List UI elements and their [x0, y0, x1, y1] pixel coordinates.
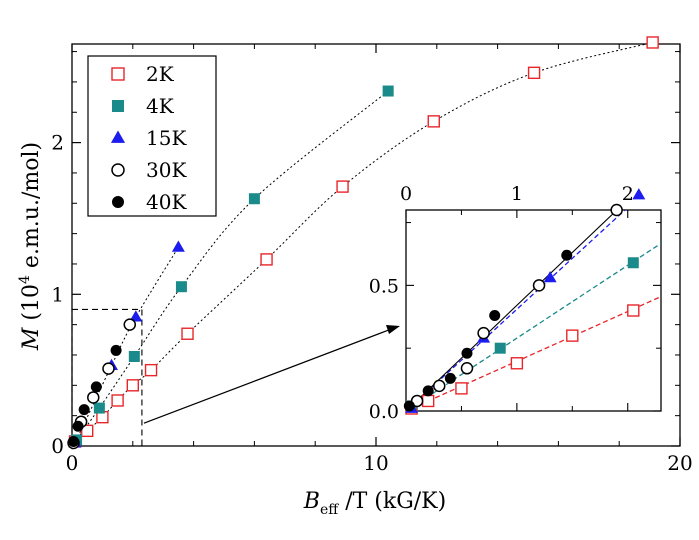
inset-data-point-30K — [410, 394, 424, 408]
x-tick-label: 0 — [66, 451, 79, 475]
inset-data-point-2K — [566, 329, 579, 342]
inset-frame — [405, 209, 662, 412]
inset-x-tick-label: 2 — [622, 183, 634, 205]
legend-marker-15K — [110, 130, 126, 143]
inset-fit-line-30K — [406, 210, 618, 411]
legend-label-30K: 30K — [146, 158, 187, 182]
inset-y-tick-label: 0.5 — [369, 275, 399, 297]
inset-data-point-15K — [632, 188, 646, 200]
data-point-40K — [78, 404, 90, 416]
inset-data-point-40K — [461, 347, 473, 359]
inset-y-tick-label: 0.0 — [369, 401, 399, 423]
inset-x-tick-label: 1 — [511, 183, 523, 205]
legend-label-15K: 15K — [146, 126, 187, 150]
inset-x-tick-label: 0 — [400, 183, 412, 205]
fit-curve-15K — [70, 247, 179, 451]
data-point-40K — [110, 344, 122, 356]
inset-data-point-2K — [455, 382, 468, 395]
inset-plot: 0 1 2 0.0 0.5 — [369, 183, 662, 423]
inset-data-point-30K — [532, 279, 546, 292]
inset-data-point-4K — [494, 342, 506, 354]
data-point-4K — [248, 193, 260, 205]
data-point-15K — [171, 240, 185, 252]
data-point-2K — [111, 394, 124, 407]
zoom-arrow-line — [143, 327, 395, 424]
inset-data-point-40K — [489, 310, 501, 322]
legend-marker-40K — [112, 196, 124, 208]
legend-label-40K: 40K — [146, 190, 187, 214]
x-axis-label: Beff​ /T (kG/K) — [303, 489, 446, 518]
legend-marker-2K — [111, 67, 125, 81]
inset-data-point-15K — [543, 271, 557, 283]
zoom-arrow-head — [386, 325, 400, 334]
data-point-30K — [123, 318, 137, 331]
legend-marker-4K — [112, 100, 124, 112]
inset-data-point-30K — [610, 203, 623, 217]
data-point-15K — [129, 310, 143, 322]
inset-data-point-30K — [460, 362, 474, 375]
data-point-4K — [93, 402, 105, 414]
zoom-region-box — [71, 308, 143, 447]
data-point-2K — [144, 363, 158, 377]
data-point-2K — [80, 424, 94, 438]
legend-marker-30K — [111, 163, 125, 177]
data-point-4K — [175, 281, 187, 293]
data-point-2K — [260, 253, 273, 266]
inset-data-point-2K — [421, 394, 435, 408]
inset-data-point-2K — [627, 304, 640, 317]
inset-data-point-2K — [510, 357, 524, 370]
inset-fit-line-2K — [406, 295, 661, 411]
legend-label-2K: 2K — [146, 62, 175, 86]
inset-data-point-4K — [627, 257, 639, 269]
legend-label-4K: 4K — [146, 94, 175, 118]
data-point-30K — [87, 391, 100, 404]
data-point-4K — [128, 350, 140, 362]
y-tick-label: 1 — [51, 282, 64, 306]
inset-data-point-40K — [444, 372, 456, 384]
legend: 2K 4K 15K 30K 40K — [87, 55, 217, 217]
y-tick-label: 0 — [51, 434, 64, 458]
inset-data-point-40K — [561, 249, 573, 261]
inset-data-point-30K — [433, 379, 446, 393]
data-point-40K — [90, 381, 102, 393]
inset-data-point-30K — [477, 326, 490, 340]
data-point-2K — [646, 36, 659, 49]
legend-box — [87, 55, 217, 217]
y-tick-label: 2 — [51, 131, 64, 155]
data-point-4K — [382, 85, 394, 97]
data-point-2K — [527, 66, 541, 80]
data-point-2K — [427, 115, 440, 128]
data-point-40K — [72, 420, 84, 432]
data-point-2K — [336, 180, 349, 193]
data-point-2K — [126, 379, 140, 392]
data-point-30K — [102, 362, 115, 375]
data-point-2K — [181, 327, 194, 340]
x-tick-label: 10 — [363, 451, 388, 475]
inset-data-point-40K — [422, 385, 434, 397]
y-axis-label: M (104 e.m.u./mol) — [17, 142, 44, 351]
data-point-40K — [68, 435, 80, 447]
x-tick-label: 20 — [667, 451, 692, 475]
inset-data-point-40K — [403, 400, 415, 412]
